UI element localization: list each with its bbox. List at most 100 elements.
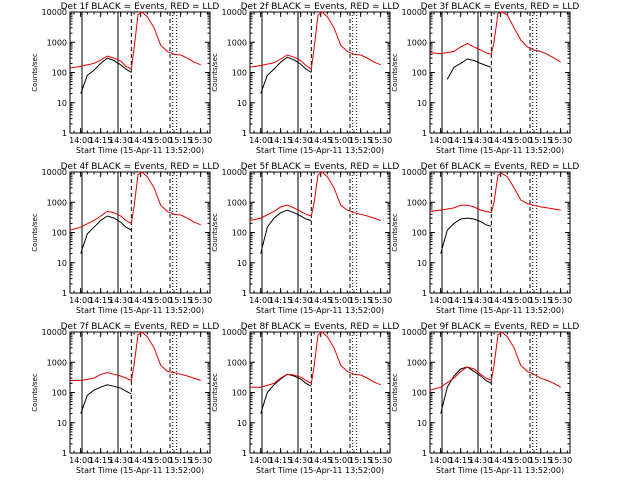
y-tick-label: 100 [232, 389, 247, 398]
x-tick-label: 15:30 [549, 456, 572, 465]
detector-panel-2: Det 2f BLACK = Events, RED = LLD 1 10 100 10… [211, 2, 399, 155]
y-axis-label: Counts/sec [391, 213, 399, 252]
x-tick-label: 14:45 [129, 456, 152, 465]
x-tick-label: 15:00 [329, 296, 352, 305]
x-tick-label: 14:00 [249, 296, 272, 305]
x-tick-label: 15:30 [549, 136, 572, 145]
y-tick-label: 1 [242, 289, 247, 298]
x-tick-label: 14:00 [429, 136, 452, 145]
y-tick-label: 1000 [227, 198, 247, 207]
x-tick-label: 14:30 [469, 456, 492, 465]
x-tick-label: 14:15 [269, 296, 292, 305]
series-line-events [260, 56, 312, 94]
y-tick-label: 10 [237, 419, 247, 428]
x-tick-label: 15:00 [149, 136, 172, 145]
x-tick-label: 15:00 [509, 296, 532, 305]
y-tick-label: 10000 [402, 328, 427, 337]
y-axis-label: Counts/sec [211, 213, 219, 252]
y-tick-label: 1 [62, 129, 67, 138]
x-tick-label: 15:30 [369, 136, 392, 145]
y-axis-label: Counts/sec [211, 53, 219, 92]
y-tick-label: 1000 [227, 38, 247, 47]
x-axis-label: Start Time (15-Apr-11 13:52:00) [256, 466, 384, 475]
x-tick-label: 15:30 [189, 136, 212, 145]
x-axis-label: Start Time (15-Apr-11 13:52:00) [256, 306, 384, 315]
y-tick-label: 1000 [407, 38, 427, 47]
x-tick-label: 14:15 [269, 456, 292, 465]
x-tick-label: 15:30 [369, 296, 392, 305]
x-tick-label: 14:30 [469, 136, 492, 145]
x-tick-label: 14:15 [269, 136, 292, 145]
detector-panel-3: Det 3f BLACK = Events, RED = LLD 1 10 100 10… [391, 2, 579, 155]
series-line-events [80, 57, 132, 94]
y-tick-label: 10000 [222, 328, 247, 337]
y-tick-label: 100 [412, 229, 427, 238]
detector-panel-4: Det 4f BLACK = Events, RED = LLD 1 10 100 10… [31, 162, 219, 315]
x-tick-label: 14:30 [109, 296, 132, 305]
x-tick-label: 14:45 [489, 136, 512, 145]
x-tick-label: 15:15 [169, 136, 192, 145]
detector-panel-6: Det 6f BLACK = Events, RED = LLD 1 10 100 10… [391, 162, 579, 315]
y-axis-label: Counts/sec [31, 213, 39, 252]
panel-title: Det 7f BLACK = Events, RED = LLD [61, 322, 220, 332]
series-line-lld [69, 171, 201, 231]
x-tick-label: 14:45 [489, 456, 512, 465]
x-tick-label: 15:00 [509, 136, 532, 145]
y-tick-label: 10000 [222, 8, 247, 17]
y-tick-label: 1 [422, 449, 427, 458]
x-tick-label: 14:15 [89, 296, 112, 305]
x-tick-label: 14:30 [289, 456, 312, 465]
y-tick-label: 1 [422, 129, 427, 138]
detector-panel-5: Det 5f BLACK = Events, RED = LLD 1 10 100 10… [211, 162, 399, 315]
y-tick-label: 100 [232, 229, 247, 238]
panel-title: Det 9f BLACK = Events, RED = LLD [421, 322, 580, 332]
series-line-lld [249, 171, 381, 221]
x-tick-label: 14:45 [129, 136, 152, 145]
panel-title: Det 6f BLACK = Events, RED = LLD [421, 162, 580, 172]
y-axis-label: Counts/sec [31, 53, 39, 92]
y-tick-label: 10000 [222, 168, 247, 177]
x-tick-label: 15:00 [329, 456, 352, 465]
x-tick-label: 14:00 [69, 456, 92, 465]
x-tick-label: 15:00 [149, 456, 172, 465]
series-line-lld [250, 331, 381, 388]
detector-panel-1: Det 1f BLACK = Events, RED = LLD 1 10 100 10… [31, 2, 219, 155]
x-axis-label: Start Time (15-Apr-11 13:52:00) [436, 146, 564, 155]
x-tick-label: 14:30 [109, 136, 132, 145]
y-tick-label: 1000 [227, 358, 247, 367]
y-tick-label: 1000 [407, 358, 427, 367]
x-tick-label: 14:45 [309, 136, 332, 145]
series-line-events [260, 209, 312, 254]
x-tick-label: 15:30 [189, 456, 212, 465]
x-axis-label: Start Time (15-Apr-11 13:52:00) [76, 146, 204, 155]
x-tick-label: 15:15 [529, 136, 552, 145]
y-axis-label: Counts/sec [391, 53, 399, 92]
panel-title: Det 8f BLACK = Events, RED = LLD [241, 322, 400, 332]
x-tick-label: 15:15 [169, 456, 192, 465]
series-line-lld [249, 11, 381, 70]
panel-title: Det 4f BLACK = Events, RED = LLD [61, 162, 220, 172]
y-tick-label: 10 [57, 99, 67, 108]
y-tick-label: 1 [242, 449, 247, 458]
x-tick-label: 15:30 [549, 296, 572, 305]
x-tick-label: 14:30 [289, 296, 312, 305]
series-line-lld [429, 331, 561, 391]
x-tick-label: 15:00 [509, 456, 532, 465]
x-tick-label: 14:45 [309, 456, 332, 465]
y-tick-label: 10 [417, 259, 427, 268]
detector-panel-8: Det 8f BLACK = Events, RED = LLD 1 10 100 10… [211, 322, 399, 475]
y-axis-label: Counts/sec [211, 373, 219, 412]
x-axis-label: Start Time (15-Apr-11 13:52:00) [76, 306, 204, 315]
series-line-lld [70, 331, 201, 382]
y-tick-label: 100 [412, 389, 427, 398]
x-axis-label: Start Time (15-Apr-11 13:52:00) [436, 466, 564, 475]
y-tick-label: 1 [242, 129, 247, 138]
x-tick-label: 14:00 [249, 136, 272, 145]
x-tick-label: 15:15 [349, 136, 372, 145]
y-tick-label: 10 [417, 419, 427, 428]
x-tick-label: 14:00 [429, 296, 452, 305]
x-tick-label: 14:30 [109, 456, 132, 465]
x-tick-label: 15:00 [149, 296, 172, 305]
series-line-events [446, 58, 492, 80]
